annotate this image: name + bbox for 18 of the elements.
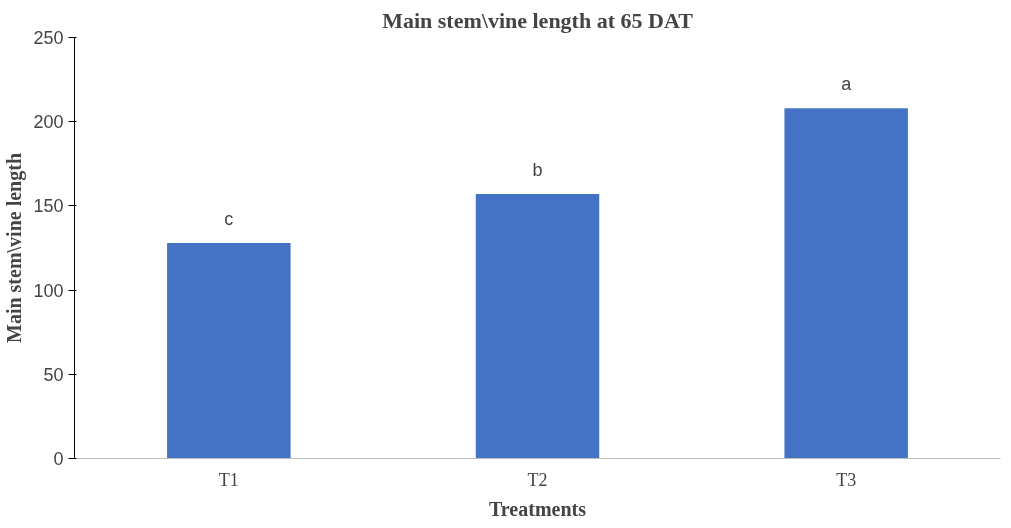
x-tick-label: T2 [527, 469, 548, 490]
bar [784, 108, 908, 459]
chart-title: Main stem\vine length at 65 DAT [382, 7, 694, 33]
y-tick-label: 100 [33, 280, 64, 301]
y-axis-title: Main stem\vine length [3, 153, 27, 343]
y-tick-label: 200 [33, 112, 64, 133]
bar [475, 194, 600, 459]
y-tick-label: 150 [33, 196, 64, 217]
x-tick-label: T1 [218, 469, 239, 490]
annotation: a [841, 74, 853, 95]
x-tick-label: T3 [836, 469, 857, 490]
y-tick-label: 0 [53, 449, 64, 469]
y-tick-label: 250 [33, 28, 64, 48]
annotation: b [532, 160, 543, 181]
y-tick-label: 50 [43, 364, 64, 385]
annotation: c [224, 208, 234, 229]
bar [167, 242, 291, 459]
x-axis-title: Treatments [488, 497, 587, 520]
